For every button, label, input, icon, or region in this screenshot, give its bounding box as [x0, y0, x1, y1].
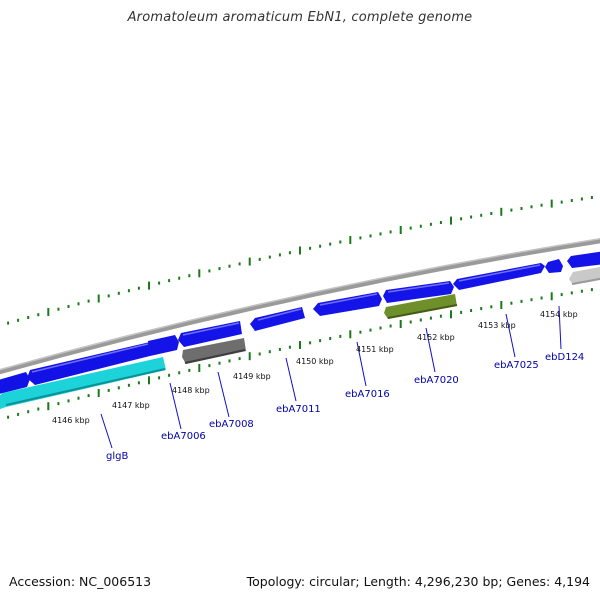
tick-label-4151: 4151 kbp [356, 345, 394, 354]
gene-label-ebA7011[interactable]: ebA7011 [276, 404, 321, 415]
tick-label-4146: 4146 kbp [52, 416, 90, 425]
forward-gene-arrow-6[interactable] [313, 292, 382, 316]
tick-label-4152: 4152 kbp [417, 333, 455, 342]
connector-ebA7020 [425, 327, 436, 373]
gene-label-ebA7016[interactable]: ebA7016 [345, 389, 390, 400]
forward-strand-genes [0, 251, 600, 395]
genome-summary-text: Topology: circular; Length: 4,296,230 bp… [246, 574, 590, 589]
gene-label-glgB[interactable]: glgB [106, 451, 128, 462]
accession-text: Accession: NC_006513 [9, 574, 152, 589]
forward-gene-arrow-2[interactable] [27, 342, 150, 385]
gene-labels: glgB ebA7006 ebA7008 ebA7011 ebA7016 ebA… [106, 352, 584, 462]
tick-label-4154: 4154 kbp [540, 310, 578, 319]
gene-label-ebA7025[interactable]: ebA7025 [494, 360, 539, 371]
genome-title: Aromatoleum aromaticum EbN1, complete ge… [127, 10, 473, 25]
forward-gene-arrow-7[interactable] [383, 281, 454, 303]
connector-ebA7025 [505, 313, 516, 358]
tick-label-4147: 4147 kbp [112, 401, 150, 410]
connector-ebA7016 [356, 341, 367, 387]
connector-ebA7006 [169, 382, 182, 430]
forward-gene-arrow-4[interactable] [178, 321, 242, 347]
gene-label-ebA7020[interactable]: ebA7020 [414, 375, 459, 386]
tick-label-4153: 4153 kbp [478, 321, 516, 330]
connector-glgB [100, 413, 113, 449]
connector-ebA7008 [217, 371, 230, 418]
tick-labels: 4146 kbp 4147 kbp 4148 kbp 4149 kbp 4150… [52, 310, 578, 425]
forward-gene-arrow-1[interactable] [0, 372, 30, 395]
tick-label-4149: 4149 kbp [233, 372, 271, 381]
outer-tick-row [7, 196, 593, 325]
connector-ebA7011 [285, 357, 297, 402]
gene-label-ebD124[interactable]: ebD124 [545, 352, 584, 363]
reverse-gene-arrow-ebA7008[interactable] [182, 338, 246, 364]
reverse-gene-arrow-ebA7020[interactable] [384, 294, 457, 319]
inner-tick-row [7, 288, 593, 419]
connector-ebD124 [558, 305, 562, 350]
tick-label-4150: 4150 kbp [296, 357, 334, 366]
gene-label-ebA7008[interactable]: ebA7008 [209, 419, 254, 430]
forward-gene-arrow-8[interactable] [453, 263, 545, 290]
forward-gene-arrow-3[interactable] [148, 335, 179, 356]
forward-gene-arrow-10[interactable] [567, 251, 600, 268]
forward-gene-arrow-5[interactable] [250, 307, 305, 331]
gene-label-connectors [100, 305, 562, 449]
backbone [0, 238, 600, 375]
reverse-strand-genes [0, 266, 600, 410]
gene-label-ebA7006[interactable]: ebA7006 [161, 431, 206, 442]
forward-gene-arrow-9[interactable] [545, 259, 563, 273]
tick-label-4148: 4148 kbp [172, 386, 210, 395]
